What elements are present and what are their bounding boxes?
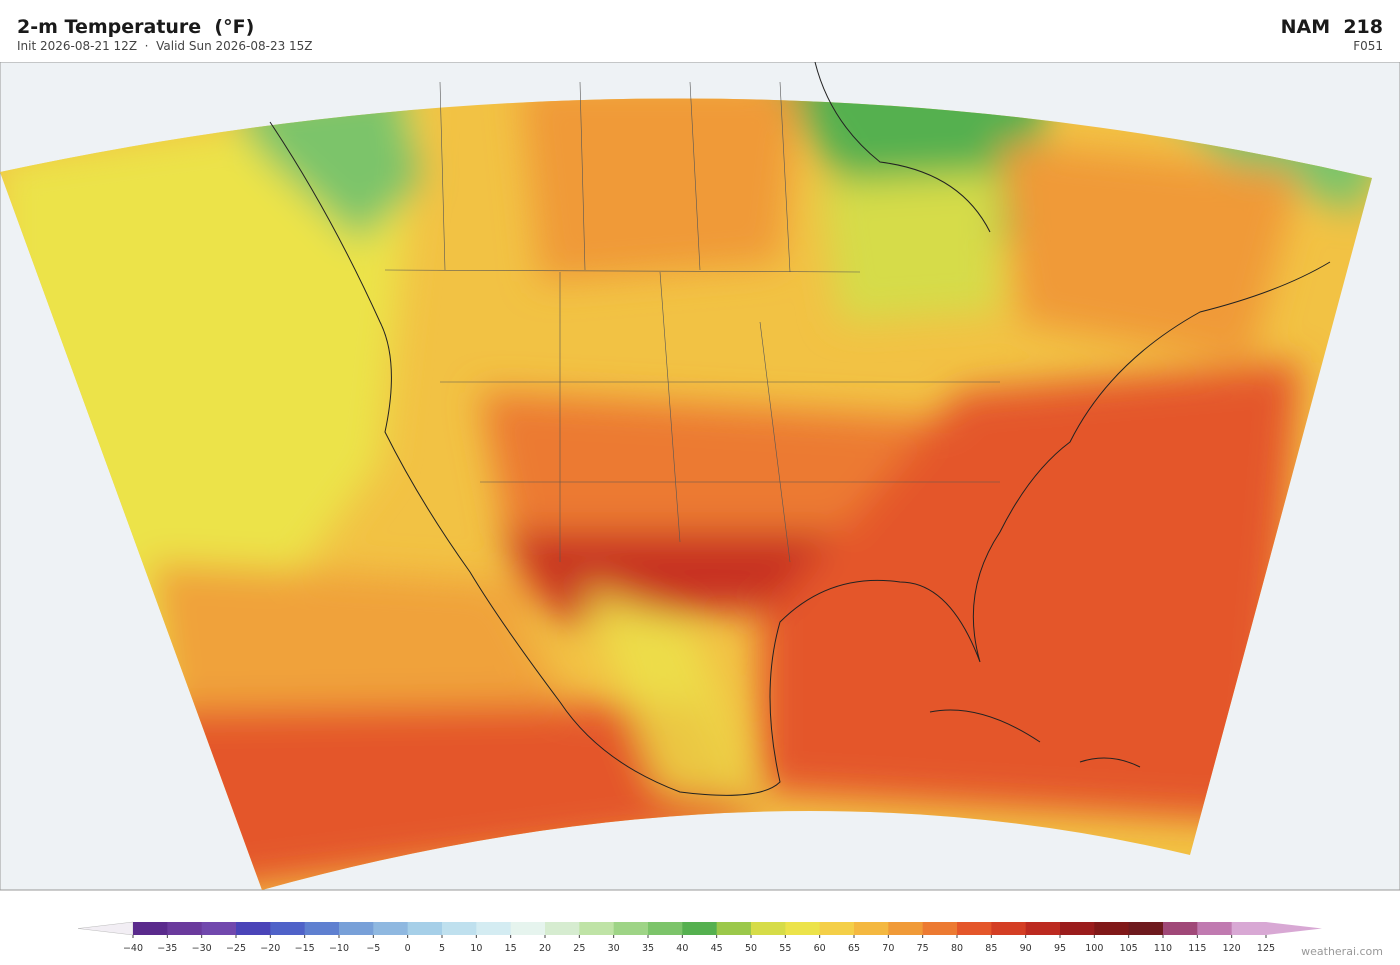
colorbar-bin (751, 922, 786, 935)
colorbar-tick-label: 10 (470, 943, 482, 954)
subtitle: Init 2026-08-21 12Z · Valid Sun 2026-08-… (17, 39, 313, 53)
colorbar-over (1266, 922, 1322, 935)
borders (384, 81, 1000, 563)
colorbar-bin (1128, 922, 1164, 935)
colorbar-bin (648, 922, 683, 935)
colorbar-tick-label: −25 (226, 943, 246, 954)
colorbar-tick-label: 80 (951, 943, 963, 954)
colorbar-bin (854, 922, 889, 935)
colorbar-tick-label: −15 (295, 943, 315, 954)
map (0, 62, 1400, 891)
colorbar-tick-label: 50 (745, 943, 757, 954)
colorbar-bin (579, 922, 615, 935)
colorbar-tick-label: 60 (814, 943, 826, 954)
colorbar-tick-label: 0 (405, 943, 411, 954)
coastlines (269, 62, 1331, 796)
colorbar-tick-label: 20 (539, 943, 551, 954)
colorbar: weatherai.com −40 −35 −30 −25 −20 −15 −10 −5 0 5 1… (77, 921, 1383, 958)
colorbar-bin (819, 922, 855, 935)
model: NAM 218 (1280, 16, 1383, 38)
colorbar-bin (133, 922, 168, 935)
colorbar-tick-label: 5 (439, 943, 445, 954)
colorbar-bin (716, 922, 752, 935)
colorbar-tick-label: 30 (608, 943, 620, 954)
colorbar-bin (270, 922, 306, 935)
colorbar-tick-label: 65 (848, 943, 860, 954)
colorbar-bin (510, 922, 546, 935)
colorbar-tick-label: −20 (260, 943, 280, 954)
colorbar-tick-label: 45 (711, 943, 723, 954)
colorbar-bin (613, 922, 649, 935)
colorbar-tick-label: −10 (329, 943, 349, 954)
colorbar-tick-label: 75 (917, 943, 929, 954)
credit: weatherai.com (1301, 945, 1383, 958)
title: 2-m Temperature (°F) (17, 16, 255, 38)
colorbar-bin (1231, 922, 1267, 935)
colorbar-bin (922, 922, 958, 935)
colorbar-bin (201, 922, 237, 935)
colorbar-tick-label: 35 (642, 943, 654, 954)
colorbar-tick-label: 25 (573, 943, 585, 954)
colorbar-bin (407, 922, 443, 935)
colorbar-under (77, 921, 134, 936)
colorbar-tick-label: −5 (366, 943, 380, 954)
forecast-hour: F051 (1353, 39, 1383, 53)
colorbar-bin (888, 922, 924, 935)
colorbar-bin (991, 922, 1027, 935)
colorbar-tick-label: −30 (192, 943, 212, 954)
colorbar-tick-label: 110 (1154, 943, 1172, 954)
colorbar-bin (339, 922, 374, 935)
colorbar-bin (476, 922, 512, 935)
colorbar-bin (785, 922, 821, 935)
colorbar-tick-label: 90 (1020, 943, 1032, 954)
colorbar-tick-label: 95 (1054, 943, 1066, 954)
colorbar-tick-label: 100 (1085, 943, 1103, 954)
colorbar-bin (957, 922, 992, 935)
colorbar-bin (442, 922, 477, 935)
colorbar-bin (1060, 922, 1095, 935)
colorbar-tick-label: 15 (505, 943, 517, 954)
colorbar-tick-label: 115 (1188, 943, 1206, 954)
colorbar-bin (236, 922, 271, 935)
temperature-field (0, 98, 1372, 891)
colorbar-bin (304, 922, 340, 935)
colorbar-tick-label: 40 (676, 943, 688, 954)
colorbar-tick-label: 125 (1257, 943, 1275, 954)
colorbar-bin (1025, 922, 1061, 935)
colorbar-bin (1163, 922, 1198, 935)
colorbar-tick-label: 70 (882, 943, 894, 954)
colorbar-tick-label: −35 (157, 943, 177, 954)
colorbar-bin (682, 922, 718, 935)
colorbar-bin (1094, 922, 1130, 935)
colorbar-tick-label: 105 (1120, 943, 1138, 954)
colorbar-tick-label: −40 (123, 943, 143, 954)
colorbar-bin (373, 922, 409, 935)
colorbar-bin (167, 922, 203, 935)
colorbar-tick-label: 55 (779, 943, 791, 954)
colorbar-bin (545, 922, 580, 935)
colorbar-tick-label: 85 (985, 943, 997, 954)
colorbar-tick-label: 120 (1223, 943, 1241, 954)
colorbar-bin (1197, 922, 1233, 935)
